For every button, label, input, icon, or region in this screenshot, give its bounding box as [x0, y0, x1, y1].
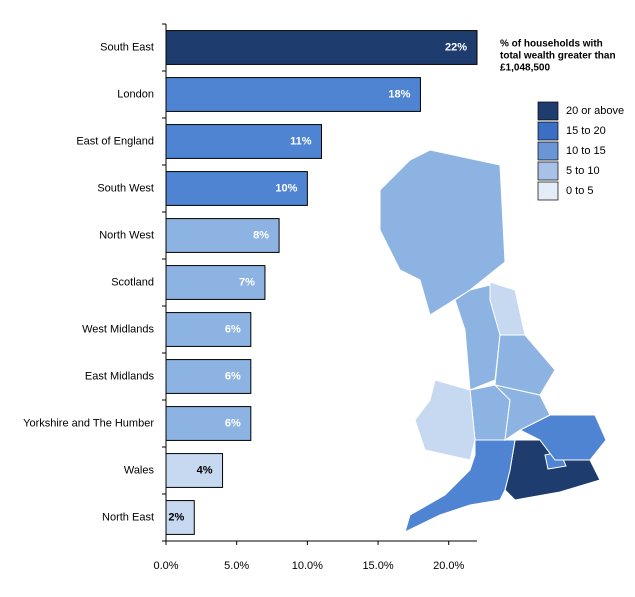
value-label: 6%: [225, 417, 241, 429]
bar: [165, 453, 224, 488]
legend-swatch: [537, 141, 559, 161]
legend-swatch: [537, 161, 559, 181]
legend-label: 10 to 15: [566, 145, 606, 157]
bar: [165, 500, 195, 535]
value-label: 11%: [290, 135, 312, 147]
x-tick-label: 0.0%: [153, 560, 178, 572]
value-label: 10%: [275, 182, 297, 194]
value-label: 7%: [239, 276, 255, 288]
value-label: 2%: [168, 511, 184, 523]
legend-label: 0 to 5: [566, 185, 594, 197]
bar: [165, 265, 266, 300]
legend-title: % of households with: [500, 39, 603, 50]
x-tick-label: 15.0%: [362, 560, 393, 572]
y-tick-label: Yorkshire and The Humber: [23, 417, 154, 429]
map-region: [518, 414, 607, 461]
y-tick-label: Wales: [124, 464, 155, 476]
bar: [165, 77, 421, 112]
y-tick-label: West Midlands: [82, 323, 154, 335]
map-region: [379, 149, 506, 316]
bar: [165, 30, 478, 65]
value-label: 8%: [253, 229, 269, 241]
bar: [165, 218, 280, 253]
map-region: [414, 379, 476, 461]
y-tick-label: East Midlands: [85, 370, 155, 382]
value-label: 6%: [225, 323, 241, 335]
x-tick-label: 5.0%: [224, 560, 249, 572]
y-tick-label: Scotland: [111, 276, 154, 288]
legend-title: £1,048,500: [500, 63, 550, 74]
map-region: [404, 439, 516, 533]
y-tick-label: London: [117, 88, 154, 100]
legend-swatch: [537, 121, 559, 141]
value-label: 18%: [388, 88, 410, 100]
value-label: 22%: [445, 41, 467, 53]
legend-label: 5 to 10: [566, 165, 600, 177]
map-region: [489, 281, 526, 336]
legend-swatch: [537, 181, 559, 201]
y-tick-label: North West: [99, 229, 154, 241]
x-tick-label: 20.0%: [433, 560, 464, 572]
bar: [165, 406, 252, 441]
legend-label: 15 to 20: [566, 125, 606, 137]
value-label: 6%: [225, 370, 241, 382]
bar: [165, 359, 252, 394]
value-label: 4%: [197, 464, 213, 476]
x-tick-label: 10.0%: [292, 560, 323, 572]
legend-swatch: [537, 101, 559, 121]
y-tick-label: South East: [100, 41, 154, 53]
map-region: [494, 334, 556, 396]
bar: [165, 312, 252, 347]
y-tick-label: North East: [102, 511, 154, 523]
legend-label: 20 or above: [566, 105, 624, 117]
y-tick-label: East of England: [76, 135, 154, 147]
y-tick-label: South West: [97, 182, 154, 194]
bar: [165, 171, 308, 206]
legend-title: total wealth greater than: [500, 51, 616, 62]
